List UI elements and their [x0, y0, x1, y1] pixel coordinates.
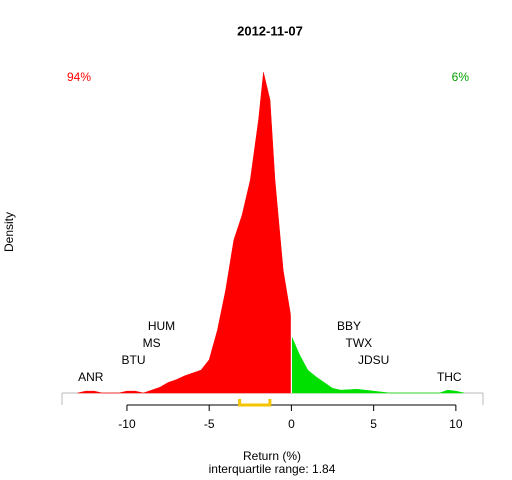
annotation: BBY	[337, 319, 361, 333]
x-tick-label: 10	[449, 417, 463, 431]
annotation: BTU	[122, 353, 146, 367]
share-label: 6%	[452, 70, 470, 84]
annotation: TWX	[346, 336, 373, 350]
annotation: ANR	[78, 370, 104, 384]
iqr-bracket	[238, 399, 272, 407]
x-tick-label: -10	[118, 417, 136, 431]
x-tick-label: 0	[288, 417, 295, 431]
share-label: 94%	[67, 70, 91, 84]
density-area	[291, 335, 465, 394]
subtitle: interquartile range: 1.84	[209, 462, 336, 476]
annotation: THC	[437, 370, 462, 384]
annotation: JDSU	[358, 353, 389, 367]
x-tick-label: 5	[370, 417, 377, 431]
x-axis-label: Return (%)	[243, 449, 301, 463]
density-area	[77, 72, 292, 394]
x-tick-label: -5	[204, 417, 215, 431]
annotation: HUM	[148, 319, 175, 333]
annotation: MS	[143, 336, 161, 350]
y-axis-label: Density	[2, 212, 16, 252]
chart-title: 2012-11-07	[237, 23, 303, 38]
